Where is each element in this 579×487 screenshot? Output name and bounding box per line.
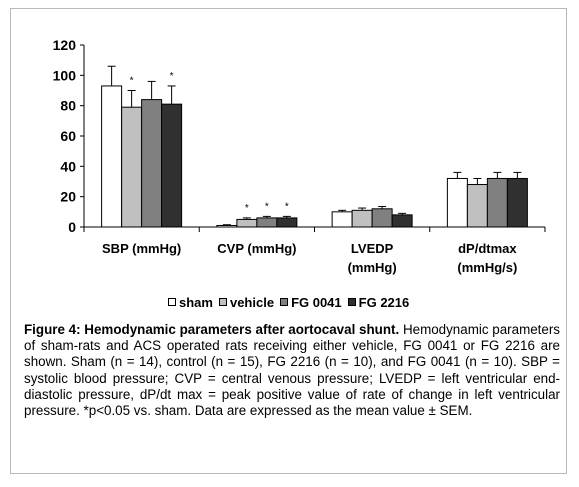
- y-tick-label: 100: [53, 67, 77, 83]
- figure-caption: Figure 4: Hemodynamic parameters after a…: [24, 322, 560, 419]
- legend-label: FG 2216: [358, 294, 410, 310]
- significance-marker: *: [245, 203, 249, 214]
- x-category-label: dP/dtmax (mmHg/s): [457, 241, 517, 275]
- caption-text: Hemodynamic parameters of sham-rats and …: [24, 322, 560, 419]
- bar-sham: [331, 211, 353, 228]
- bar-vehicle: [351, 209, 373, 228]
- y-tick-label: 80: [60, 98, 76, 114]
- bar-fg-2216: [391, 214, 413, 228]
- x-category-label: SBP (mmHg): [102, 241, 181, 256]
- y-tick-label: 120: [53, 37, 77, 53]
- y-tick-label: 20: [60, 189, 76, 205]
- legend-swatch: [347, 298, 356, 306]
- legend-item: FG 2216: [347, 294, 410, 310]
- legend-swatch: [168, 298, 176, 306]
- significance-marker: *: [130, 76, 134, 87]
- legend-swatch: [280, 298, 289, 306]
- legend-item: vehicle: [218, 294, 275, 310]
- legend-label: vehicle: [229, 294, 275, 310]
- caption-label: Figure 4: Hemodynamic parameters after a…: [24, 322, 400, 337]
- bar-sham: [216, 224, 238, 228]
- legend-item: sham: [168, 295, 213, 310]
- bar-fg-2216: [276, 217, 298, 228]
- legend-label: sham: [179, 294, 213, 310]
- bar-vehicle: [121, 106, 143, 228]
- figure-frame: [10, 8, 567, 474]
- bar-fg-0041: [486, 177, 508, 228]
- bar-vehicle: [466, 184, 488, 228]
- x-category-label: LVEDP (mmHg): [348, 241, 397, 275]
- significance-marker: *: [265, 201, 269, 212]
- bar-fg-0041: [371, 208, 393, 228]
- bar-chart: 0 20 40 60 80 100 120 SBP (mmHg) CVP (mmHg) LVED…: [53, 37, 546, 275]
- x-category-label: CVP (mmHg): [217, 241, 296, 256]
- bar-fg-2216: [506, 177, 528, 228]
- bar-sham: [446, 177, 468, 228]
- significance-marker: *: [285, 201, 289, 212]
- legend-item: FG 0041: [280, 295, 342, 310]
- significance-marker: *: [170, 71, 174, 82]
- bar-fg-2216: [161, 103, 183, 228]
- y-tick-label: 60: [60, 128, 76, 144]
- legend-label: FG 0041: [291, 294, 342, 310]
- bar-fg-0041: [256, 217, 278, 228]
- legend-swatch: [218, 298, 227, 306]
- chart-legend: sham vehicle FG 0041 FG 2216: [168, 293, 415, 311]
- bar-vehicle: [236, 218, 258, 228]
- y-tick-label: 40: [60, 158, 76, 174]
- y-tick-label: 0: [68, 219, 76, 235]
- bar-fg-0041: [141, 99, 163, 228]
- bar-sham: [101, 85, 123, 228]
